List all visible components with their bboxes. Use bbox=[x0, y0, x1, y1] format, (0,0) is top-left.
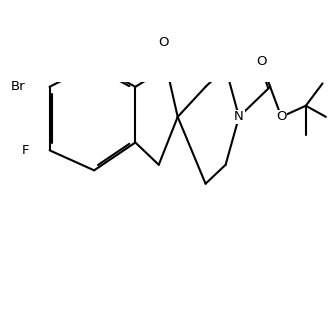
Text: Br: Br bbox=[11, 80, 26, 93]
Text: O: O bbox=[276, 110, 286, 123]
Text: O: O bbox=[256, 55, 267, 68]
Text: O: O bbox=[158, 36, 169, 49]
Text: N: N bbox=[234, 110, 244, 123]
Text: F: F bbox=[21, 144, 29, 157]
